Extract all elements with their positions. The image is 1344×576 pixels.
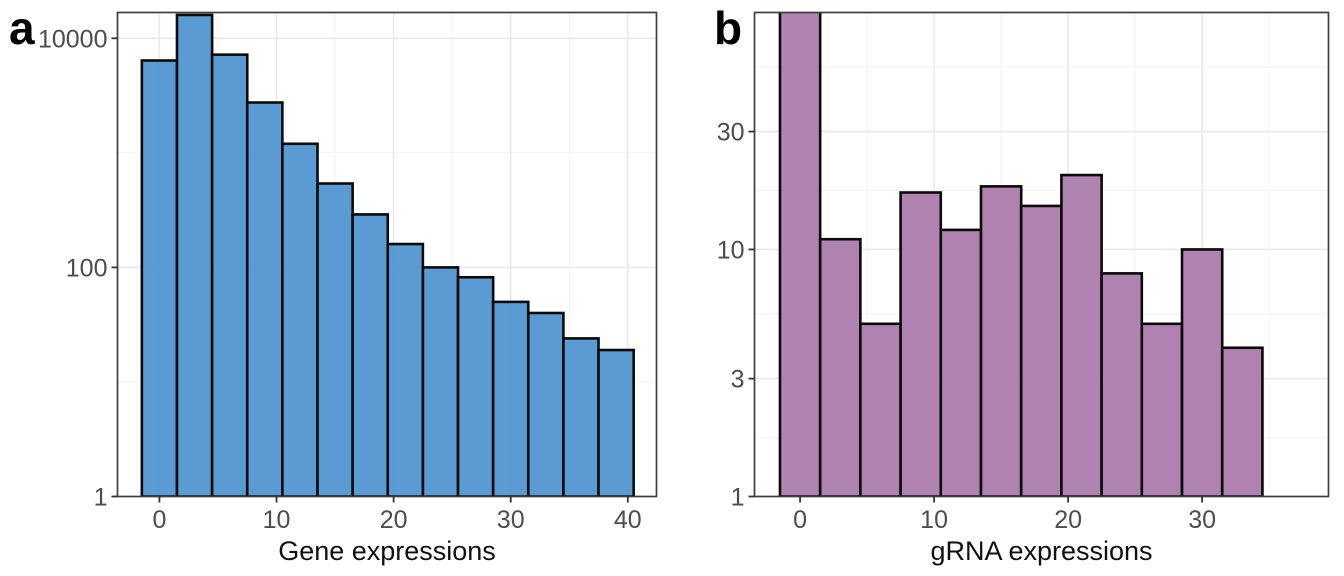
histogram-bar [456, 275, 495, 497]
histogram-bar [526, 311, 565, 497]
histogram-bar [979, 185, 1023, 497]
x-tick-label: 10 [920, 506, 948, 534]
bars-group [778, 12, 1264, 497]
histogram-bar [175, 13, 214, 497]
x-tick-label: 0 [152, 506, 166, 534]
x-axis-title-gene: Gene expressions [278, 536, 496, 566]
y-tick-label: 1 [731, 484, 745, 512]
x-tick-label: 10 [263, 506, 291, 534]
x-axis-title-grna: gRNA expressions [930, 536, 1152, 566]
histogram-bar [1019, 204, 1063, 497]
histogram-bar [1060, 173, 1103, 497]
histogram-bar [245, 101, 284, 497]
x-tick-label: 30 [497, 506, 525, 534]
histogram-bar [899, 191, 943, 497]
y-tick-label: 30 [717, 119, 745, 147]
x-tick-label: 20 [380, 506, 408, 534]
histogram-bar [859, 322, 902, 497]
histogram-bar [351, 213, 390, 497]
x-tick-label: 0 [793, 506, 807, 534]
panel-border [116, 11, 658, 498]
histogram-bar [939, 228, 983, 497]
histogram-bar [210, 53, 249, 497]
histogram-bar [491, 300, 530, 497]
y-tick-label: 10000 [38, 25, 108, 53]
panel-label-a: a [9, 2, 35, 54]
histogram-bar [597, 348, 635, 497]
panel-border [753, 11, 1330, 498]
y-tick-label: 10 [717, 236, 745, 264]
histogram-bar [316, 182, 354, 497]
bars-group [140, 13, 635, 497]
panel-b: 0 10 20 30 1 3 10 30 [717, 11, 1330, 534]
y-tick-label: 3 [731, 366, 745, 394]
x-tick-label: 20 [1054, 506, 1082, 534]
histogram-bar [1100, 272, 1144, 497]
x-tick-label: 40 [614, 506, 642, 534]
histogram-bar [562, 337, 600, 497]
y-tick-label: 1 [94, 484, 108, 512]
histogram-bar [818, 237, 862, 497]
histogram-bar [1140, 322, 1184, 497]
histogram-bar [1220, 346, 1264, 497]
y-tick-label: 100 [66, 254, 108, 282]
histogram-bar [421, 266, 460, 497]
histogram-bar [1180, 248, 1224, 497]
x-tick-label: 30 [1188, 506, 1216, 534]
histogram-bar [140, 59, 179, 497]
histogram-bar [386, 242, 425, 497]
panel-a: 0 10 20 30 40 1 100 10000 [38, 11, 658, 534]
histogram-bar [281, 142, 319, 497]
histogram-bar [778, 12, 822, 497]
panel-label-b: b [714, 2, 742, 54]
